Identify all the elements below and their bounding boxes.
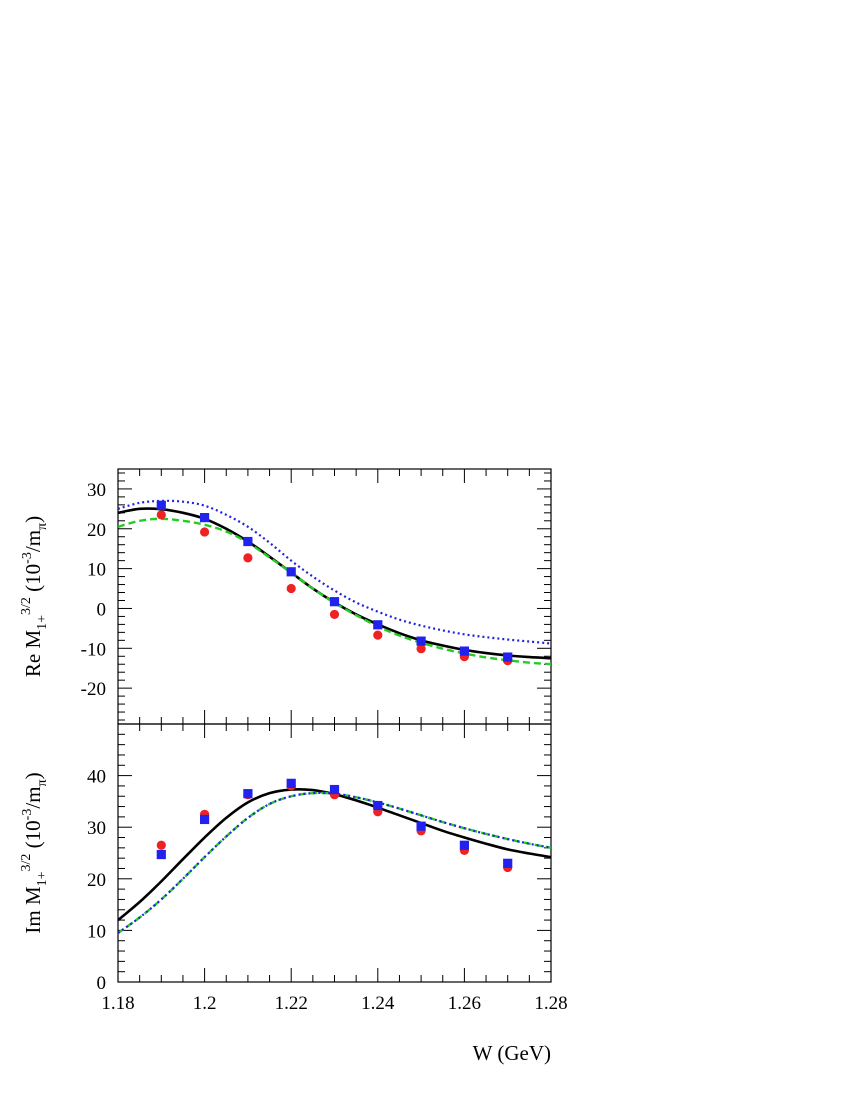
im-curve-dashed — [118, 791, 551, 934]
im-data-point-circle — [156, 840, 166, 850]
re-data-point-circle — [286, 583, 296, 594]
re-y-tick-label: 10 — [87, 560, 106, 581]
re-data-point-circle — [243, 553, 253, 563]
re-y-tick-label: -20 — [81, 679, 106, 700]
re-m1-panel: -20 -10 0 10 20 30 Re M1+3/2 (10-3/mπ) — [19, 468, 552, 725]
re-curve-dashed — [118, 517, 551, 666]
im-curve-solid — [118, 787, 551, 922]
re-data-point-circle — [416, 644, 426, 654]
x-tick-label: 1.26 — [448, 993, 481, 1014]
im-data-point-square — [459, 840, 469, 850]
re-y-axis-title: Re M1+3/2 (10-3/mπ) — [19, 516, 50, 677]
re-data-point-circle — [329, 609, 340, 620]
re-data-point-square — [329, 597, 340, 607]
im-y-tick-label: 30 — [87, 818, 106, 839]
re-data-point-square — [200, 513, 210, 523]
re-y-tick-label: 0 — [97, 599, 107, 620]
im-data-point-square — [416, 821, 426, 831]
im-y-tick-label: 40 — [87, 767, 106, 788]
re-curve-dotted — [118, 499, 551, 645]
im-y-tick-label: 0 — [97, 973, 107, 994]
im-curve-dotted — [118, 791, 551, 934]
im-plot-frame — [117, 723, 552, 983]
re-data-point-square — [416, 636, 426, 646]
x-axis-title: W (GeV) — [473, 1041, 551, 1065]
re-data-point-square — [503, 652, 513, 662]
re-y-tick-label: -10 — [81, 639, 106, 660]
x-tick-label: 1.24 — [361, 993, 395, 1014]
x-tick-label: 1.2 — [193, 993, 217, 1014]
im-y-tick-label: 20 — [87, 870, 106, 891]
re-data-point-square — [243, 536, 253, 547]
im-data-point-square — [329, 784, 340, 795]
re-data-point-square — [459, 646, 469, 656]
im-data-point-square — [200, 814, 210, 825]
im-data-point-square — [503, 858, 513, 868]
im-data-point-square — [286, 778, 296, 788]
im-m1-panel: 0 10 20 30 40 1.18 1.2 1.22 1.24 1.26 1.28 W (GeV) I… — [19, 723, 568, 1065]
im-data-point-square — [156, 849, 166, 860]
im-data-point-square — [243, 789, 253, 799]
re-data-point-circle — [373, 630, 383, 640]
x-tick-label: 1.18 — [101, 993, 134, 1014]
re-data-point-square — [286, 567, 296, 577]
x-tick-label: 1.28 — [534, 993, 567, 1014]
re-data-point-square — [156, 500, 166, 510]
x-tick-label: 1.22 — [275, 993, 308, 1014]
im-y-axis-title: Im M1+3/2 (10-3/mπ) — [19, 772, 50, 933]
re-data-point-circle — [200, 527, 210, 537]
re-data-point-circle — [156, 510, 166, 520]
re-data-point-square — [373, 620, 383, 630]
re-plot-frame — [117, 468, 552, 725]
re-curve-solid — [118, 507, 551, 660]
re-y-tick-label: 20 — [87, 520, 106, 541]
im-y-tick-label: 10 — [87, 921, 106, 942]
im-data-point-square — [373, 800, 383, 811]
re-y-tick-label: 30 — [87, 480, 106, 501]
